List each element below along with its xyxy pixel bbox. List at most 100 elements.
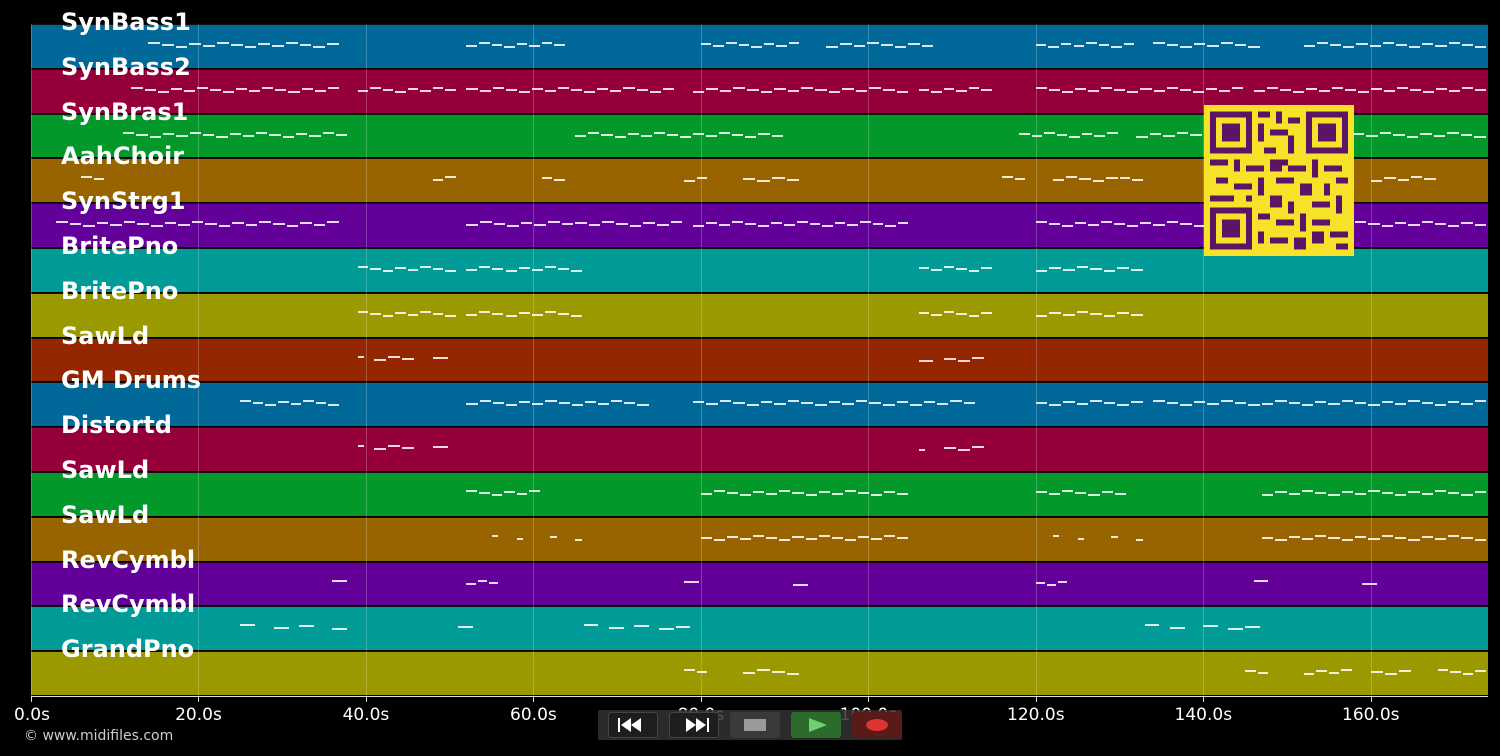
note-mark	[1257, 672, 1269, 675]
note-mark	[740, 537, 752, 540]
rewind-button[interactable]	[608, 712, 658, 738]
track-label: SynBass1	[61, 8, 191, 36]
note-mark	[1002, 176, 1013, 179]
note-mark	[1106, 177, 1118, 180]
note-mark	[1048, 493, 1061, 495]
note-mark	[466, 269, 478, 271]
note-mark	[1357, 90, 1369, 93]
note-mark	[1381, 401, 1393, 404]
track-lane	[31, 561, 1488, 606]
note-mark	[1355, 535, 1367, 538]
note-mark	[1035, 491, 1047, 493]
note-mark	[1061, 225, 1073, 228]
note-mark	[918, 449, 925, 452]
note-mark	[1450, 671, 1461, 674]
note-mark	[561, 223, 574, 226]
note-mark	[1117, 311, 1130, 314]
note-mark	[779, 538, 791, 541]
track-lane	[31, 427, 1488, 471]
note-mark	[1180, 223, 1192, 226]
track-label: RevCymbl	[61, 545, 196, 574]
note-mark	[395, 267, 406, 269]
note-mark	[981, 267, 992, 269]
note-mark	[1127, 225, 1139, 228]
note-mark	[532, 403, 544, 406]
fast-forward-button[interactable]	[669, 712, 719, 738]
note-mark	[491, 44, 503, 46]
note-mark	[1046, 583, 1057, 586]
note-mark	[774, 87, 786, 90]
note-mark	[1433, 134, 1446, 137]
note-mark	[726, 42, 737, 44]
note-mark	[1166, 44, 1179, 46]
note-mark	[529, 490, 540, 492]
note-mark	[757, 225, 769, 228]
note-mark	[1266, 86, 1278, 89]
note-mark	[1253, 579, 1269, 582]
track-label: SawLd	[61, 500, 150, 529]
note-mark	[505, 88, 517, 91]
record-button[interactable]	[852, 712, 902, 738]
note-mark	[332, 628, 348, 631]
note-mark	[870, 537, 883, 540]
note-mark	[1119, 177, 1131, 180]
note-mark	[897, 493, 909, 495]
note-mark	[123, 221, 136, 224]
note-mark	[706, 87, 718, 90]
note-mark	[209, 88, 222, 91]
track-label: BritePno	[61, 232, 179, 260]
note-mark	[313, 224, 326, 227]
note-mark	[1149, 132, 1162, 135]
note-mark	[388, 355, 401, 358]
note-mark	[770, 222, 782, 225]
note-mark	[896, 90, 909, 93]
note-mark	[151, 225, 163, 228]
note-mark	[466, 582, 476, 585]
play-button[interactable]	[791, 712, 841, 738]
stop-button[interactable]	[730, 712, 780, 738]
note-mark	[872, 223, 884, 226]
track-label: Distortd	[61, 411, 172, 440]
note-mark	[1048, 88, 1060, 91]
track-label: BritePno	[61, 276, 179, 305]
note-mark	[744, 223, 756, 226]
note-mark	[245, 224, 258, 227]
track-lane	[31, 606, 1488, 651]
note-mark	[1474, 491, 1486, 493]
note-mark	[1035, 86, 1047, 89]
note-mark	[1153, 89, 1165, 92]
note-mark	[1315, 534, 1327, 537]
note-mark	[740, 494, 752, 496]
note-mark	[544, 89, 556, 92]
axis-tick-label: 140.0s	[1174, 705, 1233, 725]
note-mark	[1382, 42, 1394, 44]
note-mark	[918, 311, 930, 314]
note-mark	[189, 131, 201, 134]
note-mark	[531, 87, 543, 90]
note-mark	[779, 490, 791, 492]
note-mark	[831, 493, 843, 495]
note-mark	[1397, 179, 1409, 182]
note-mark	[828, 401, 841, 404]
note-mark	[588, 131, 600, 134]
note-mark	[531, 313, 543, 316]
note-mark	[727, 492, 739, 494]
note-mark	[205, 223, 217, 226]
note-mark	[1331, 86, 1343, 89]
note-mark	[757, 180, 771, 183]
note-mark	[479, 89, 491, 92]
axis-tick	[198, 696, 200, 702]
note-mark	[1107, 131, 1118, 134]
note-mark	[432, 86, 444, 89]
note-mark	[164, 222, 177, 225]
note-mark	[544, 310, 556, 313]
note-mark	[601, 133, 613, 136]
note-mark	[867, 42, 879, 44]
note-mark	[1394, 536, 1407, 539]
note-mark	[290, 403, 302, 406]
note-mark	[236, 87, 248, 90]
note-mark	[1153, 224, 1165, 227]
note-mark	[921, 45, 934, 47]
note-mark	[637, 404, 649, 407]
note-mark	[1328, 494, 1340, 496]
